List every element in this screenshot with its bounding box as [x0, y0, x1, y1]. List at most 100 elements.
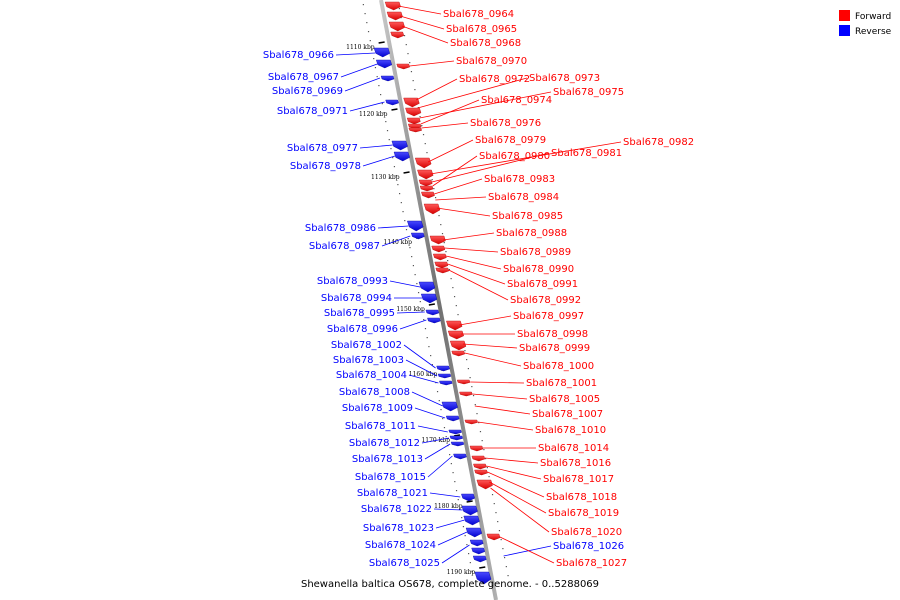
gene-label[interactable]: Sbal678_0991 [507, 279, 578, 290]
reverse-gene-feature [425, 309, 440, 316]
leader-line [486, 465, 542, 480]
gene-label[interactable]: Sbal678_0985 [492, 211, 563, 222]
gene-label[interactable]: Sbal678_0969 [272, 86, 343, 97]
gene-label[interactable]: Sbal678_0978 [290, 161, 361, 172]
gene-label[interactable]: Sbal678_0987 [309, 241, 380, 252]
guide-dot [450, 463, 452, 465]
gene-label[interactable]: Sbal678_0994 [321, 293, 392, 304]
gene-label[interactable]: Sbal678_0974 [481, 95, 552, 106]
guide-dot [385, 121, 387, 123]
leader-line [430, 141, 622, 175]
gene-label[interactable]: Sbal678_0998 [517, 329, 588, 340]
gene-label[interactable]: Sbal678_1017 [543, 474, 614, 485]
guide-dot [434, 197, 437, 199]
gene-label[interactable]: Sbal678_1012 [349, 438, 420, 449]
guide-dot [421, 310, 423, 312]
leader-line [396, 311, 425, 314]
gene-label[interactable]: Sbal678_1008 [339, 387, 410, 398]
gene-label[interactable]: Sbal678_1010 [535, 425, 606, 436]
gene-label[interactable]: Sbal678_0971 [277, 106, 348, 117]
gene-label[interactable]: Sbal678_1007 [532, 409, 603, 420]
gene-label[interactable]: Sbal678_0984 [488, 192, 559, 203]
guide-dot [500, 539, 502, 541]
gene-label[interactable]: Sbal678_0981 [551, 148, 622, 159]
gene-label[interactable]: Sbal678_1014 [538, 443, 609, 454]
forward-gene-feature [464, 419, 478, 425]
guide-dot [362, 4, 364, 6]
guide-dot [364, 13, 366, 15]
gene-label[interactable]: Sbal678_0970 [456, 56, 527, 67]
gene-label[interactable]: Sbal678_1009 [342, 403, 413, 414]
gene-label[interactable]: Sbal678_1026 [553, 541, 624, 552]
gene-label[interactable]: Sbal678_0993 [317, 276, 388, 287]
gene-label[interactable]: Sbal678_0980 [479, 151, 550, 162]
gene-label[interactable]: Sbal678_0964 [443, 9, 514, 20]
gene-label[interactable]: Sbal678_0999 [519, 343, 590, 354]
gene-label[interactable]: Sbal678_0990 [503, 264, 574, 275]
gene-label[interactable]: Sbal678_1003 [333, 355, 404, 366]
guide-dot [495, 512, 497, 514]
gene-label[interactable]: Sbal678_1023 [363, 523, 434, 534]
gene-label[interactable]: Sbal678_0977 [287, 143, 358, 154]
gene-label[interactable]: Sbal678_0975 [553, 87, 624, 98]
guide-dot [405, 44, 407, 46]
gene-label[interactable]: Sbal678_1000 [523, 361, 594, 372]
leader-line [398, 5, 442, 15]
gene-label[interactable]: Sbal678_1004 [336, 370, 407, 381]
reverse-gene-feature [453, 453, 467, 460]
guide-dot [414, 274, 416, 276]
gene-label[interactable]: Sbal678_0965 [446, 24, 517, 35]
guide-dot [448, 269, 451, 271]
legend-forward-label: Forward [855, 12, 891, 22]
guide-dot [469, 377, 471, 379]
forward-gene-feature [451, 350, 465, 357]
guide-dot [419, 301, 421, 303]
guide-dot [409, 62, 411, 64]
forward-gene-feature [432, 253, 447, 261]
gene-label[interactable]: Sbal678_1024 [365, 540, 436, 551]
forward-gene-feature [447, 330, 464, 340]
gene-label[interactable]: Sbal678_1022 [361, 504, 432, 515]
gene-label[interactable]: Sbal678_0968 [450, 38, 521, 49]
gene-label[interactable]: Sbal678_0997 [513, 311, 584, 322]
gene-label[interactable]: Sbal678_0982 [623, 137, 694, 148]
gene-label[interactable]: Sbal678_0972 [459, 74, 530, 85]
gene-label[interactable]: Sbal678_0989 [500, 247, 571, 258]
gene-label[interactable]: Sbal678_1015 [355, 472, 426, 483]
gene-label[interactable]: Sbal678_1002 [331, 340, 402, 351]
gene-label[interactable]: Sbal678_1001 [526, 378, 597, 389]
gene-label[interactable]: Sbal678_0988 [496, 228, 567, 239]
guide-dot [373, 58, 375, 60]
gene-label[interactable]: Sbal678_1025 [369, 558, 440, 569]
gene-label[interactable]: Sbal678_0973 [529, 73, 600, 84]
gene-label[interactable]: Sbal678_0986 [305, 223, 376, 234]
gene-label[interactable]: Sbal678_1020 [551, 527, 622, 538]
forward-gene-feature [396, 63, 410, 70]
forward-gene-feature [469, 445, 484, 452]
gene-label[interactable]: Sbal678_0967 [268, 72, 339, 83]
gene-label[interactable]: Sbal678_0995 [324, 308, 395, 319]
gene-label[interactable]: Sbal678_0983 [484, 174, 555, 185]
forward-gene-feature [474, 469, 488, 476]
guide-dot [397, 184, 399, 186]
gene-label[interactable]: Sbal678_1005 [529, 394, 600, 405]
guide-dot [380, 94, 382, 96]
leader-line [435, 519, 465, 529]
leader-line [441, 544, 470, 564]
gene-label[interactable]: Sbal678_0992 [510, 295, 581, 306]
gene-label[interactable]: Sbal678_1013 [352, 454, 423, 465]
guide-dot [461, 517, 463, 519]
guide-dot [466, 359, 468, 361]
gene-label[interactable]: Sbal678_1011 [345, 421, 416, 432]
gene-label[interactable]: Sbal678_1016 [540, 458, 611, 469]
leader-line [427, 139, 474, 163]
gene-label[interactable]: Sbal678_1019 [548, 508, 619, 519]
gene-label[interactable]: Sbal678_0979 [475, 135, 546, 146]
gene-label[interactable]: Sbal678_0966 [263, 50, 334, 61]
gene-label[interactable]: Sbal678_1021 [357, 488, 428, 499]
guide-dot [414, 89, 416, 91]
gene-label[interactable]: Sbal678_1018 [546, 492, 617, 503]
gene-label[interactable]: Sbal678_0996 [327, 324, 398, 335]
gene-label[interactable]: Sbal678_0976 [470, 118, 541, 129]
gene-label[interactable]: Sbal678_1027 [556, 558, 627, 569]
